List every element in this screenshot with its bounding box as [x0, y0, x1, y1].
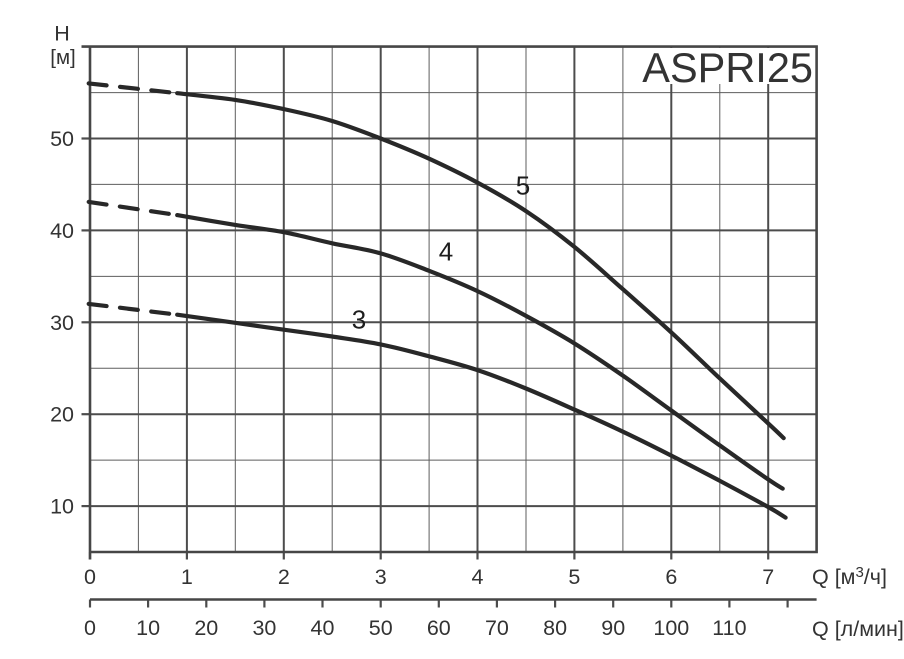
svg-text:0: 0 [84, 616, 96, 640]
svg-text:10: 10 [50, 495, 74, 519]
svg-text:110: 110 [712, 616, 746, 640]
svg-text:30: 30 [50, 311, 74, 335]
svg-text:50: 50 [50, 127, 74, 151]
svg-text:40: 40 [311, 616, 335, 640]
svg-text:H: H [54, 22, 70, 46]
svg-text:2: 2 [278, 565, 290, 589]
svg-text:Q [м3/ч]: Q [м3/ч] [812, 564, 887, 589]
svg-text:Q [л/мин]: Q [л/мин] [812, 617, 904, 641]
svg-text:70: 70 [485, 616, 509, 640]
svg-text:1: 1 [181, 565, 193, 589]
svg-text:30: 30 [252, 616, 276, 640]
svg-text:0: 0 [84, 565, 96, 589]
svg-text:100: 100 [653, 616, 689, 640]
svg-text:80: 80 [543, 616, 567, 640]
svg-text:20: 20 [194, 616, 218, 640]
svg-text:50: 50 [369, 616, 393, 640]
svg-text:20: 20 [50, 403, 74, 427]
svg-text:[м]: [м] [50, 46, 76, 69]
svg-text:5: 5 [516, 171, 530, 201]
svg-text:4: 4 [472, 565, 484, 589]
svg-text:7: 7 [762, 565, 774, 589]
svg-text:10: 10 [136, 616, 160, 640]
svg-text:3: 3 [375, 565, 387, 589]
svg-text:3: 3 [352, 305, 366, 335]
svg-text:ASPRI25: ASPRI25 [642, 44, 813, 91]
svg-text:4: 4 [439, 237, 453, 267]
svg-text:40: 40 [50, 219, 74, 243]
svg-text:5: 5 [568, 565, 580, 589]
svg-text:6: 6 [665, 565, 677, 589]
svg-text:90: 90 [601, 616, 625, 640]
svg-text:60: 60 [427, 616, 451, 640]
